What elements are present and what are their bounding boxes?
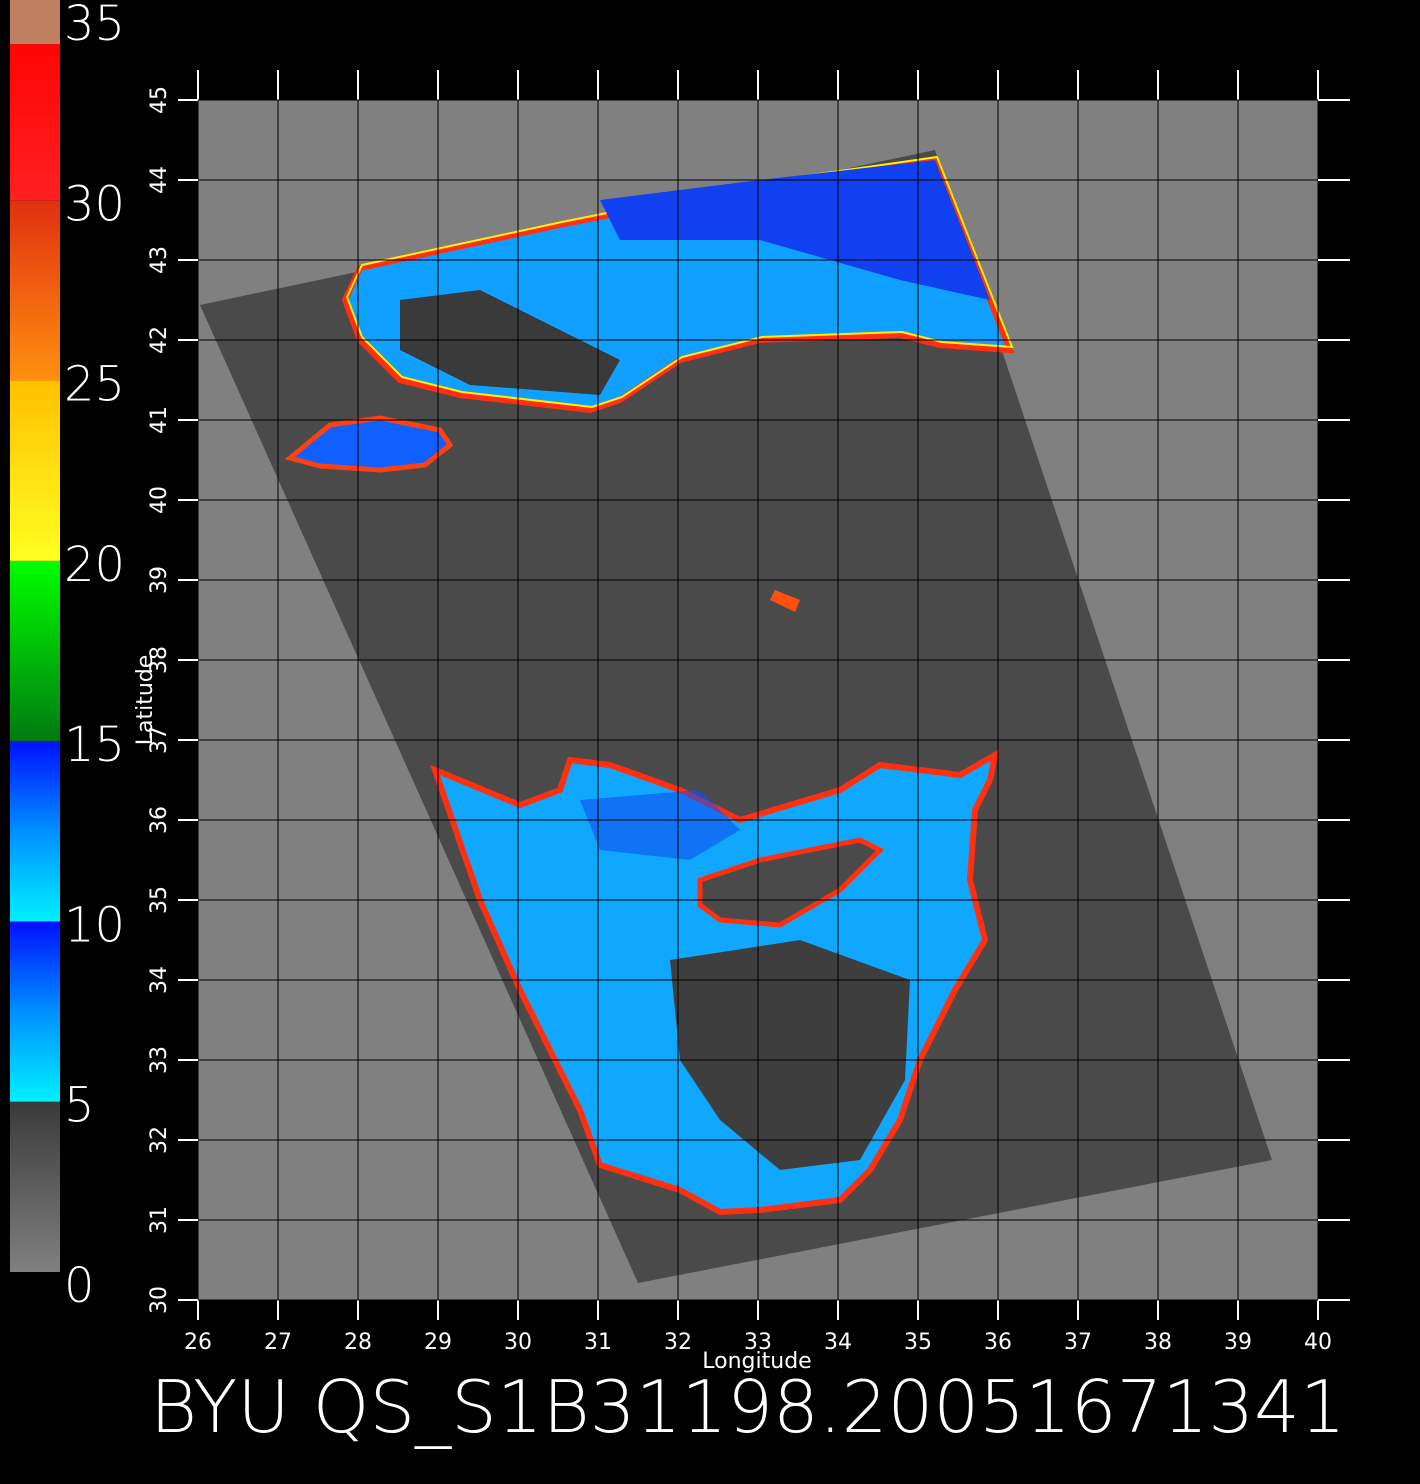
colorbar-segment — [10, 200, 60, 381]
x-tick-label: 28 — [344, 1330, 372, 1355]
y-tick-label: 32 — [147, 1126, 172, 1154]
y-tick-label: 44 — [147, 166, 172, 194]
x-tick-label: 39 — [1224, 1330, 1252, 1355]
colorbar-segment — [10, 921, 60, 1102]
sea-north-calm — [400, 290, 620, 395]
y-tick-label: 37 — [147, 726, 172, 754]
sea-marmara — [284, 415, 454, 473]
x-tick-label: 34 — [824, 1330, 852, 1355]
footer-title: BYU QS_S1B31198.20051671341 — [150, 1365, 1346, 1449]
y-axis-label: Latitude — [133, 655, 158, 746]
cyprus — [697, 837, 885, 928]
swath — [200, 150, 1272, 1283]
x-tick-label: 31 — [584, 1330, 612, 1355]
y-tick-label: 40 — [147, 486, 172, 514]
y-tick-label: 35 — [147, 886, 172, 914]
wind-spot — [770, 590, 800, 612]
x-tick-label: 26 — [184, 1330, 212, 1355]
colorbar-segment — [10, 20, 60, 201]
colorbar-tick-label: 10 — [64, 897, 125, 953]
colorbar-tick-label: 30 — [64, 176, 125, 232]
colorbar-tick-label: 15 — [64, 717, 125, 773]
x-tick-label: 33 — [744, 1330, 772, 1355]
y-tick-label: 45 — [147, 86, 172, 114]
x-tick-label: 37 — [1064, 1330, 1092, 1355]
colorbar-tick-label: 5 — [64, 1078, 95, 1134]
x-tick-label: 32 — [664, 1330, 692, 1355]
colorbar-tick-label: 35 — [64, 0, 125, 52]
sea-south-strong — [580, 790, 740, 860]
y-tick-label: 39 — [147, 566, 172, 594]
colorbar-segment — [10, 1101, 60, 1272]
y-tick-label: 31 — [147, 1206, 172, 1234]
colorbar-tick-label: 0 — [64, 1258, 95, 1314]
x-tick-label: 29 — [424, 1330, 452, 1355]
colorbar-segment — [10, 560, 60, 742]
coast — [345, 155, 1014, 409]
y-tick-label: 42 — [147, 326, 172, 354]
x-axis-label: Longitude — [702, 1349, 811, 1374]
sea-south-calm — [670, 940, 910, 1170]
x-tick-label: 40 — [1304, 1330, 1332, 1355]
y-tick-label: 30 — [147, 1286, 172, 1314]
colorbar-segment — [10, 380, 60, 561]
sea-north-strong — [600, 160, 990, 300]
y-tick-label: 33 — [147, 1046, 172, 1074]
colorbar: 0 5 10 15 20 25 30 35 — [10, 0, 125, 1314]
x-tick-label: 30 — [504, 1330, 532, 1355]
y-tick-label: 36 — [147, 806, 172, 834]
x-tick-label: 35 — [904, 1330, 932, 1355]
grid: 26 27 28 29 30 31 32 33 34 35 36 37 38 39 40 30 31 32 33 34… — [147, 70, 1350, 1355]
x-tick-label: 38 — [1144, 1330, 1172, 1355]
y-tick-label: 34 — [147, 966, 172, 994]
y-tick-label: 41 — [147, 406, 172, 434]
colorbar-tick-label: 20 — [64, 537, 125, 593]
colorbar-tick-label: 25 — [64, 357, 125, 413]
y-tick-label: 43 — [147, 246, 172, 274]
colorbar-segment — [10, 741, 60, 922]
colorbar-top — [10, 0, 60, 44]
x-tick-label: 36 — [984, 1330, 1012, 1355]
y-tick-label: 38 — [147, 646, 172, 674]
x-tick-label: 27 — [264, 1330, 292, 1355]
